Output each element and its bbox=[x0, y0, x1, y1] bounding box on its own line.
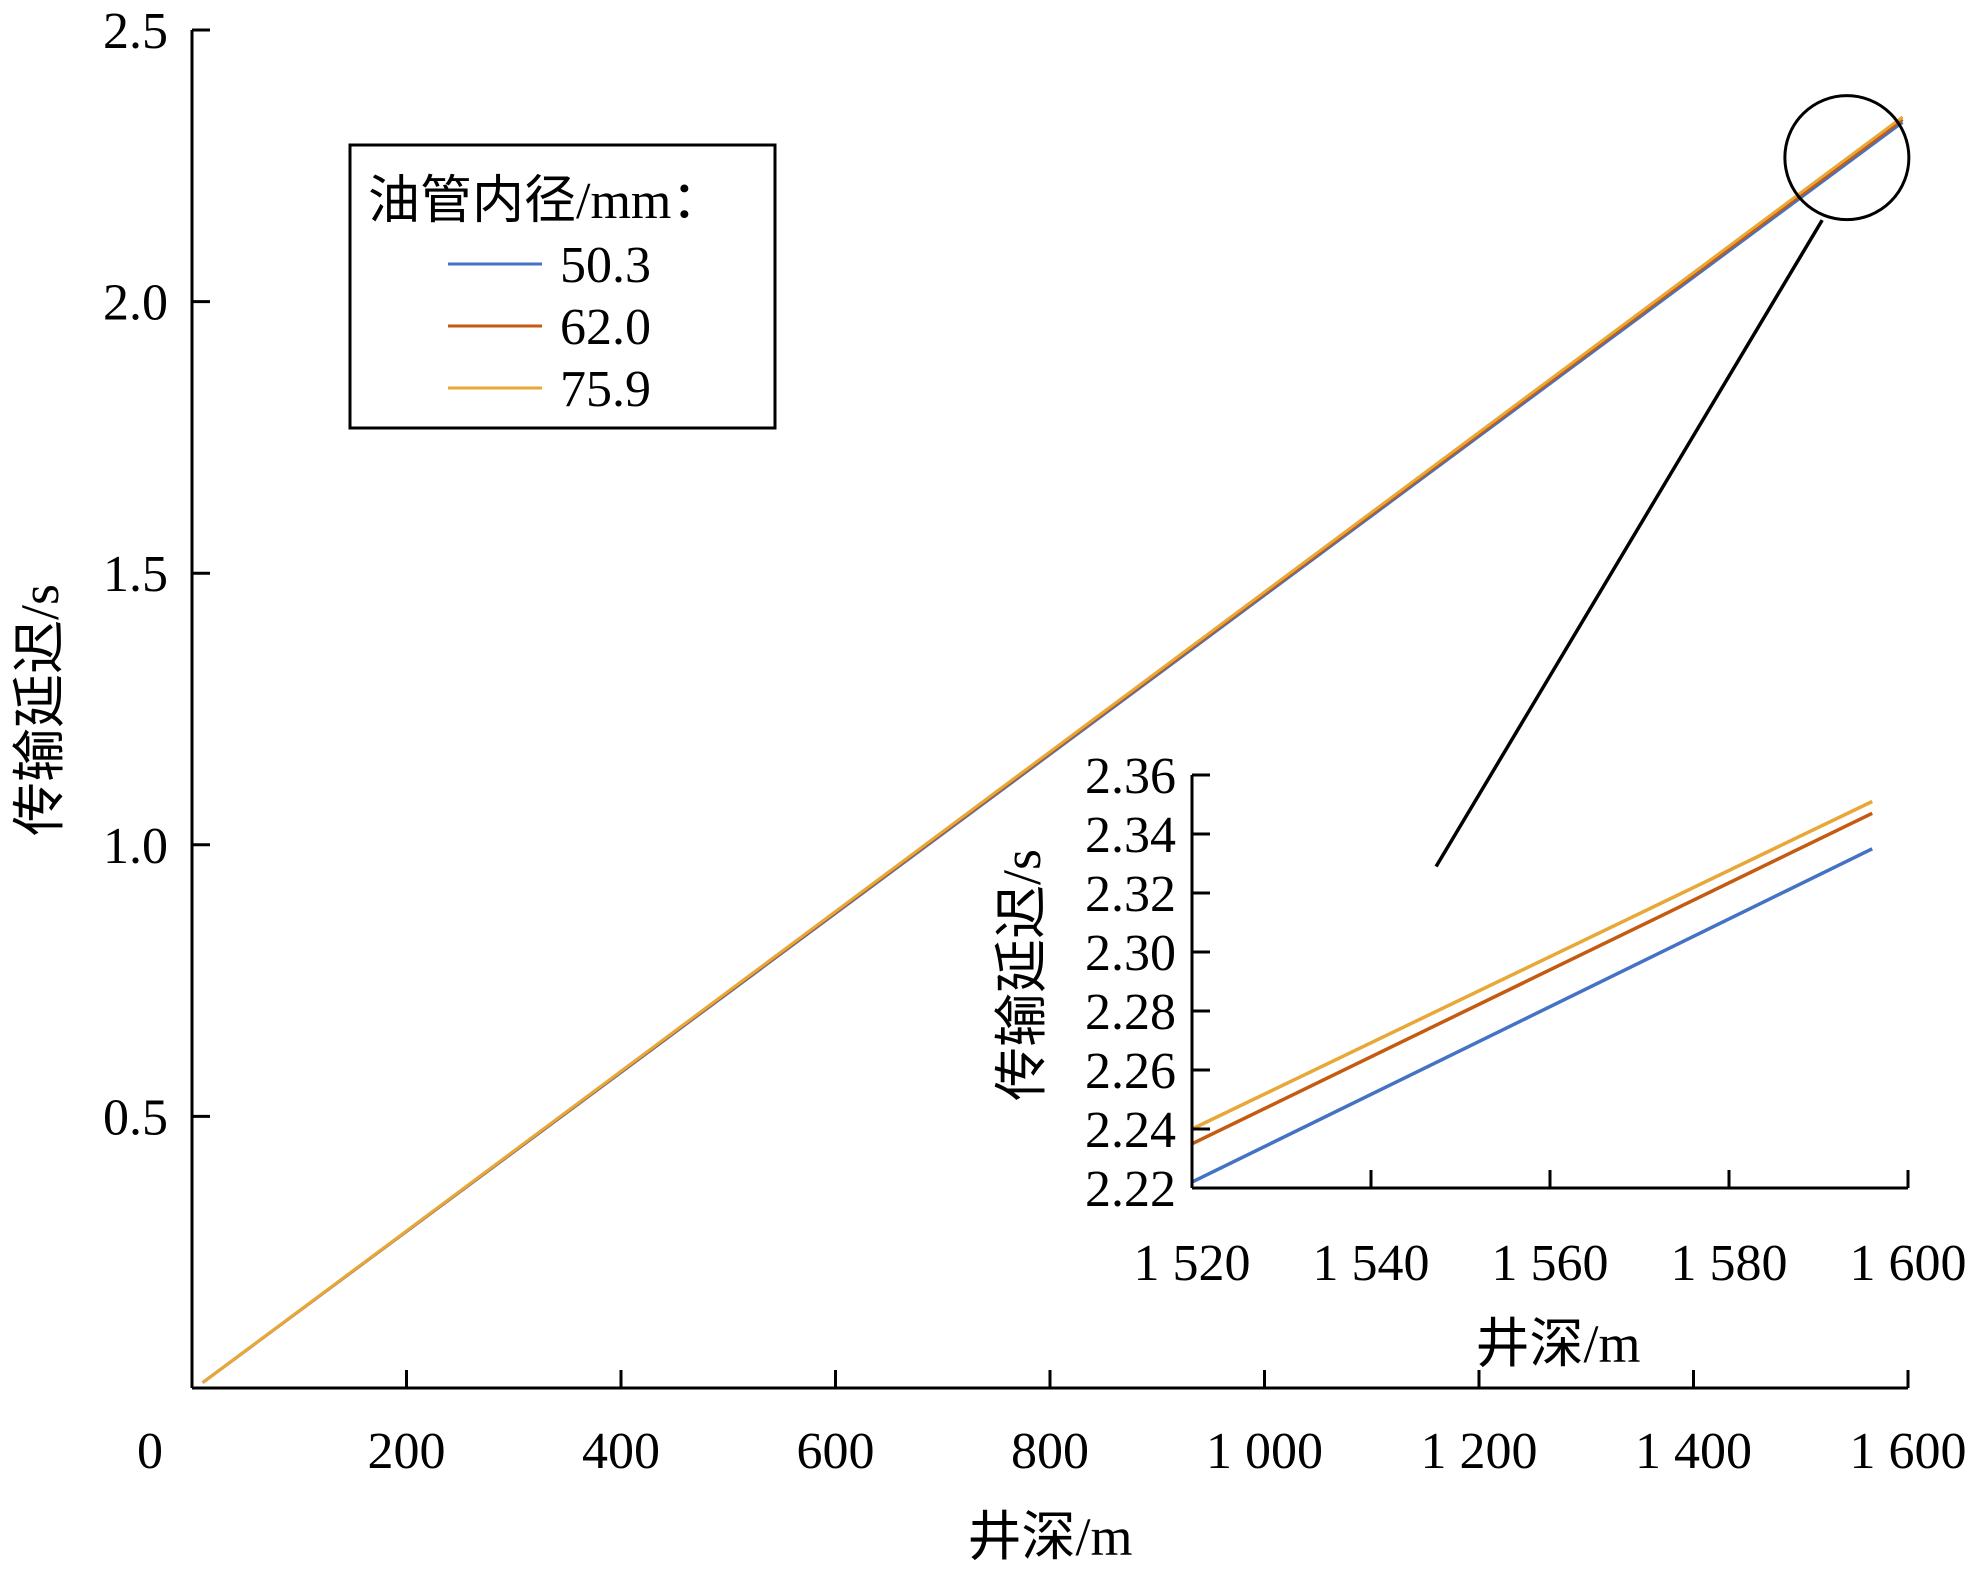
inset-y-tick-label: 2.36 bbox=[1085, 748, 1176, 805]
main-x-tick-label: 1 400 bbox=[1635, 1423, 1752, 1480]
inset-x-tick-label: 1 600 bbox=[1850, 1235, 1967, 1292]
main-y-tick-label: 0.5 bbox=[103, 1089, 168, 1146]
main-x-tick-label: 1 200 bbox=[1421, 1423, 1538, 1480]
legend-box bbox=[348, 143, 777, 430]
main-x-tick-label: 200 bbox=[368, 1423, 446, 1480]
inset-series-line-62.0 bbox=[1191, 811, 1873, 1146]
main-series-layer bbox=[201, 115, 1904, 1384]
main-axes: 0 200 400 600 800 1 000 1 200 1 400 1 600 0.5 1.0 1… bbox=[10, 3, 1967, 1567]
inset-y-axis-label: 传输延迟/s bbox=[992, 849, 1052, 1101]
main-series-line-75.9 bbox=[201, 115, 1904, 1384]
main-x-tick-label: 0 bbox=[137, 1423, 163, 1480]
inset-y-tick-label: 2.28 bbox=[1085, 984, 1176, 1041]
main-x-tick-label: 400 bbox=[582, 1423, 660, 1480]
main-y-tick-label: 1.0 bbox=[103, 818, 168, 875]
inset-series-layer bbox=[1191, 799, 1873, 1184]
inset-y-tick-label: 2.30 bbox=[1085, 925, 1176, 982]
main-y-tick-label: 1.5 bbox=[103, 546, 168, 603]
inset-y-tick-label: 2.26 bbox=[1085, 1043, 1176, 1100]
inset-series-line-75.9 bbox=[1191, 799, 1873, 1131]
legend: 油管内径/mm： 50.362.075.9 bbox=[348, 143, 777, 430]
inset-plot: 1 520 1 540 1 560 1 580 1 600 2.222.242.262.2… bbox=[992, 748, 1967, 1374]
inset-y-tick-label: 2.22 bbox=[1085, 1161, 1176, 1218]
legend-title: 油管内径/mm： bbox=[368, 173, 723, 230]
main-x-axis-label: 井深/m bbox=[967, 1507, 1132, 1567]
main-y-tick-label: 2.0 bbox=[103, 275, 168, 332]
inset-axes: 1 520 1 540 1 560 1 580 1 600 2.222.242.262.2… bbox=[992, 748, 1967, 1374]
inset-series-line-50.3 bbox=[1191, 847, 1873, 1184]
main-plot: 0 200 400 600 800 1 000 1 200 1 400 1 600 0.5 1.0 1… bbox=[10, 3, 1967, 1567]
main-y-tick-label: 2.5 bbox=[103, 3, 168, 60]
inset-x-tick-label: 1 580 bbox=[1671, 1235, 1788, 1292]
main-x-tick-label: 1 600 bbox=[1850, 1423, 1967, 1480]
legend-label-62.0: 62.0 bbox=[560, 299, 651, 356]
main-y-axis-label: 传输延迟/s bbox=[10, 584, 70, 836]
main-x-tick-label: 800 bbox=[1011, 1423, 1089, 1480]
main-x-tick-label: 600 bbox=[797, 1423, 875, 1480]
inset-x-tick-label: 1 520 bbox=[1134, 1235, 1251, 1292]
legend-label-75.9: 75.9 bbox=[560, 361, 651, 418]
inset-y-tick-label: 2.34 bbox=[1085, 807, 1176, 864]
zoom-connector-line bbox=[1434, 219, 1824, 868]
legend-label-50.3: 50.3 bbox=[560, 237, 651, 294]
main-x-tick-label: 1 000 bbox=[1206, 1423, 1323, 1480]
zoom-circle bbox=[1783, 94, 1911, 222]
inset-y-tick-label: 2.24 bbox=[1085, 1102, 1176, 1159]
main-annotations bbox=[1434, 94, 1911, 868]
inset-y-tick-label: 2.32 bbox=[1085, 866, 1176, 923]
inset-x-tick-label: 1 560 bbox=[1492, 1235, 1609, 1292]
inset-x-axis-label: 井深/m bbox=[1475, 1314, 1640, 1374]
inset-x-tick-label: 1 540 bbox=[1313, 1235, 1430, 1292]
